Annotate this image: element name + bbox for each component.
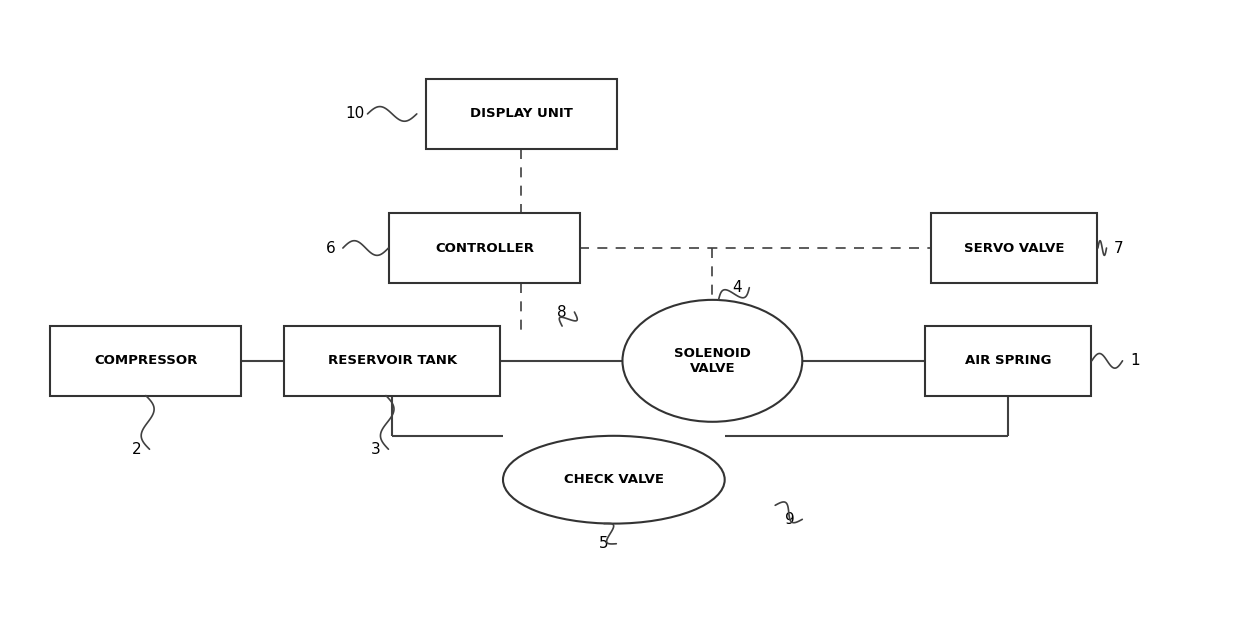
Text: SOLENOID
VALVE: SOLENOID VALVE <box>673 347 750 375</box>
FancyBboxPatch shape <box>427 79 618 149</box>
Text: CHECK VALVE: CHECK VALVE <box>564 473 663 486</box>
FancyBboxPatch shape <box>925 326 1091 396</box>
Text: 7: 7 <box>1114 240 1123 255</box>
Ellipse shape <box>622 300 802 422</box>
Text: 4: 4 <box>732 280 742 295</box>
FancyBboxPatch shape <box>931 213 1097 283</box>
Text: COMPRESSOR: COMPRESSOR <box>94 354 197 367</box>
Text: 8: 8 <box>557 305 567 320</box>
FancyBboxPatch shape <box>389 213 580 283</box>
Text: 6: 6 <box>326 240 336 255</box>
Text: 9: 9 <box>785 512 795 527</box>
FancyBboxPatch shape <box>51 326 242 396</box>
Text: 10: 10 <box>346 106 365 121</box>
Text: 2: 2 <box>133 442 143 457</box>
Text: DISPLAY UNIT: DISPLAY UNIT <box>470 108 573 121</box>
Text: CONTROLLER: CONTROLLER <box>435 242 534 255</box>
Text: AIR SPRING: AIR SPRING <box>965 354 1052 367</box>
FancyBboxPatch shape <box>284 326 500 396</box>
Text: RESERVOIR TANK: RESERVOIR TANK <box>327 354 456 367</box>
Text: 5: 5 <box>599 536 609 551</box>
Text: 3: 3 <box>371 442 381 457</box>
Text: SERVO VALVE: SERVO VALVE <box>963 242 1064 255</box>
Text: 1: 1 <box>1130 353 1140 368</box>
Ellipse shape <box>503 436 724 523</box>
